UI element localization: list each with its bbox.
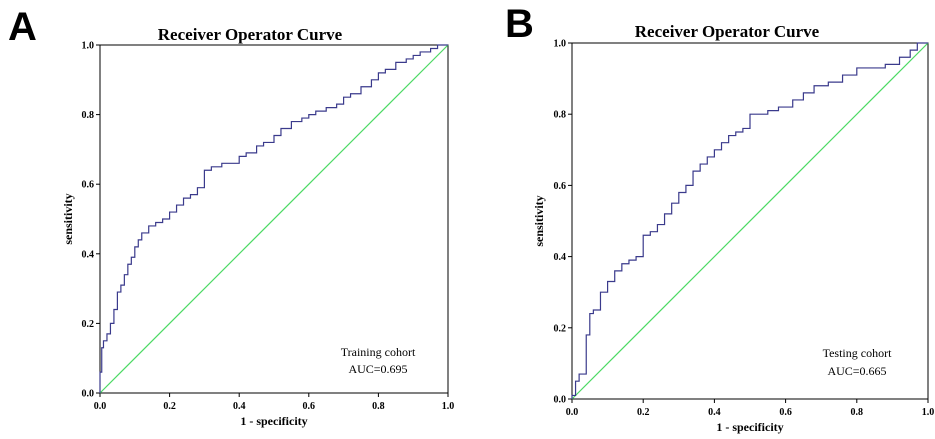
reference-line-b [571, 42, 929, 400]
y-tick-label: 0.0 [554, 395, 567, 406]
x-tick-label: 0.8 [851, 407, 864, 418]
reference-line-a [99, 44, 449, 394]
y-tick-label: 0.6 [82, 180, 95, 191]
x-tick-label: 0.2 [163, 401, 176, 412]
plot-frame-a [99, 44, 449, 394]
x-tick-label: 0.0 [566, 407, 579, 418]
y-tick-label: 1.0 [82, 41, 95, 52]
cohort-label-b: Testing cohort [823, 346, 892, 360]
x-tick-label: 0.4 [233, 401, 246, 412]
chart-title-b: Receiver Operator Curve [635, 22, 820, 41]
panel-a: A Receiver Operator Curve 0.0 0.2 0.4 0.6 0.… [8, 5, 454, 428]
panel-letter-b: B [505, 2, 534, 46]
roc-curve-a [99, 44, 448, 393]
y-axis-label-b: sensitivity [532, 195, 546, 246]
x-tick-label: 0.2 [637, 407, 650, 418]
x-tick-label: 0.8 [372, 401, 385, 412]
y-axis-label-a: sensitivity [61, 193, 75, 244]
y-tick-label: 0.4 [554, 252, 567, 263]
ticks-a: 0.0 0.2 0.4 0.6 0.8 1.0 0.0 0.2 0.4 0.6 0.8 1.0 [82, 41, 455, 413]
y-tick-label: 0.0 [82, 389, 95, 400]
y-tick-label: 0.2 [554, 323, 567, 334]
y-tick-label: 0.8 [82, 110, 95, 121]
x-tick-label: 1.0 [442, 401, 455, 412]
auc-label-a: AUC=0.695 [348, 362, 407, 376]
y-tick-label: 0.6 [554, 181, 567, 192]
x-tick-label: 0.4 [708, 407, 721, 418]
panel-b: B Receiver Operator Curve 0.0 0.2 0.4 0.6 0.… [505, 2, 934, 434]
x-tick-label: 1.0 [922, 407, 935, 418]
cohort-label-a: Training cohort [341, 345, 416, 359]
auc-label-b: AUC=0.665 [827, 364, 886, 378]
plot-frame-b [571, 42, 929, 400]
x-axis-label-b: 1 - specificity [716, 420, 783, 434]
y-tick-label: 0.8 [554, 110, 567, 121]
x-tick-label: 0.6 [779, 407, 792, 418]
x-axis-label-a: 1 - specificity [240, 414, 307, 428]
x-tick-label: 0.6 [303, 401, 316, 412]
panel-letter-a: A [8, 5, 37, 49]
ticks-b: 0.0 0.2 0.4 0.6 0.8 1.0 0.0 0.2 0.4 0.6 0.8 1.0 [554, 39, 935, 419]
y-tick-label: 0.4 [82, 249, 95, 260]
y-tick-label: 1.0 [554, 39, 567, 50]
chart-title-a: Receiver Operator Curve [158, 25, 343, 44]
x-tick-label: 0.0 [94, 401, 107, 412]
y-tick-label: 0.2 [82, 319, 95, 330]
roc-curve-b [571, 42, 928, 399]
